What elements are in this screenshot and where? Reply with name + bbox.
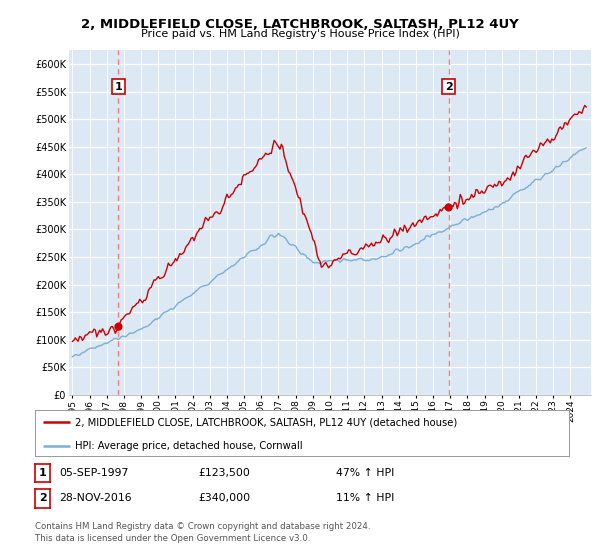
Text: 2: 2 <box>39 493 46 503</box>
Text: HPI: Average price, detached house, Cornwall: HPI: Average price, detached house, Corn… <box>75 441 302 451</box>
Point <box>113 322 123 331</box>
Text: 11% ↑ HPI: 11% ↑ HPI <box>336 493 394 503</box>
Point <box>444 203 454 212</box>
Text: £123,500: £123,500 <box>198 468 250 478</box>
Text: 2, MIDDLEFIELD CLOSE, LATCHBROOK, SALTASH, PL12 4UY: 2, MIDDLEFIELD CLOSE, LATCHBROOK, SALTAS… <box>81 18 519 31</box>
Text: 1: 1 <box>39 468 46 478</box>
Text: £340,000: £340,000 <box>198 493 250 503</box>
Text: 2: 2 <box>445 82 452 92</box>
Text: 1: 1 <box>115 82 122 92</box>
Text: 2, MIDDLEFIELD CLOSE, LATCHBROOK, SALTASH, PL12 4UY (detached house): 2, MIDDLEFIELD CLOSE, LATCHBROOK, SALTAS… <box>75 417 457 427</box>
Text: 28-NOV-2016: 28-NOV-2016 <box>59 493 131 503</box>
Text: Contains HM Land Registry data © Crown copyright and database right 2024.
This d: Contains HM Land Registry data © Crown c… <box>35 522 370 543</box>
Text: 05-SEP-1997: 05-SEP-1997 <box>59 468 128 478</box>
Text: 47% ↑ HPI: 47% ↑ HPI <box>336 468 394 478</box>
Text: Price paid vs. HM Land Registry's House Price Index (HPI): Price paid vs. HM Land Registry's House … <box>140 29 460 39</box>
